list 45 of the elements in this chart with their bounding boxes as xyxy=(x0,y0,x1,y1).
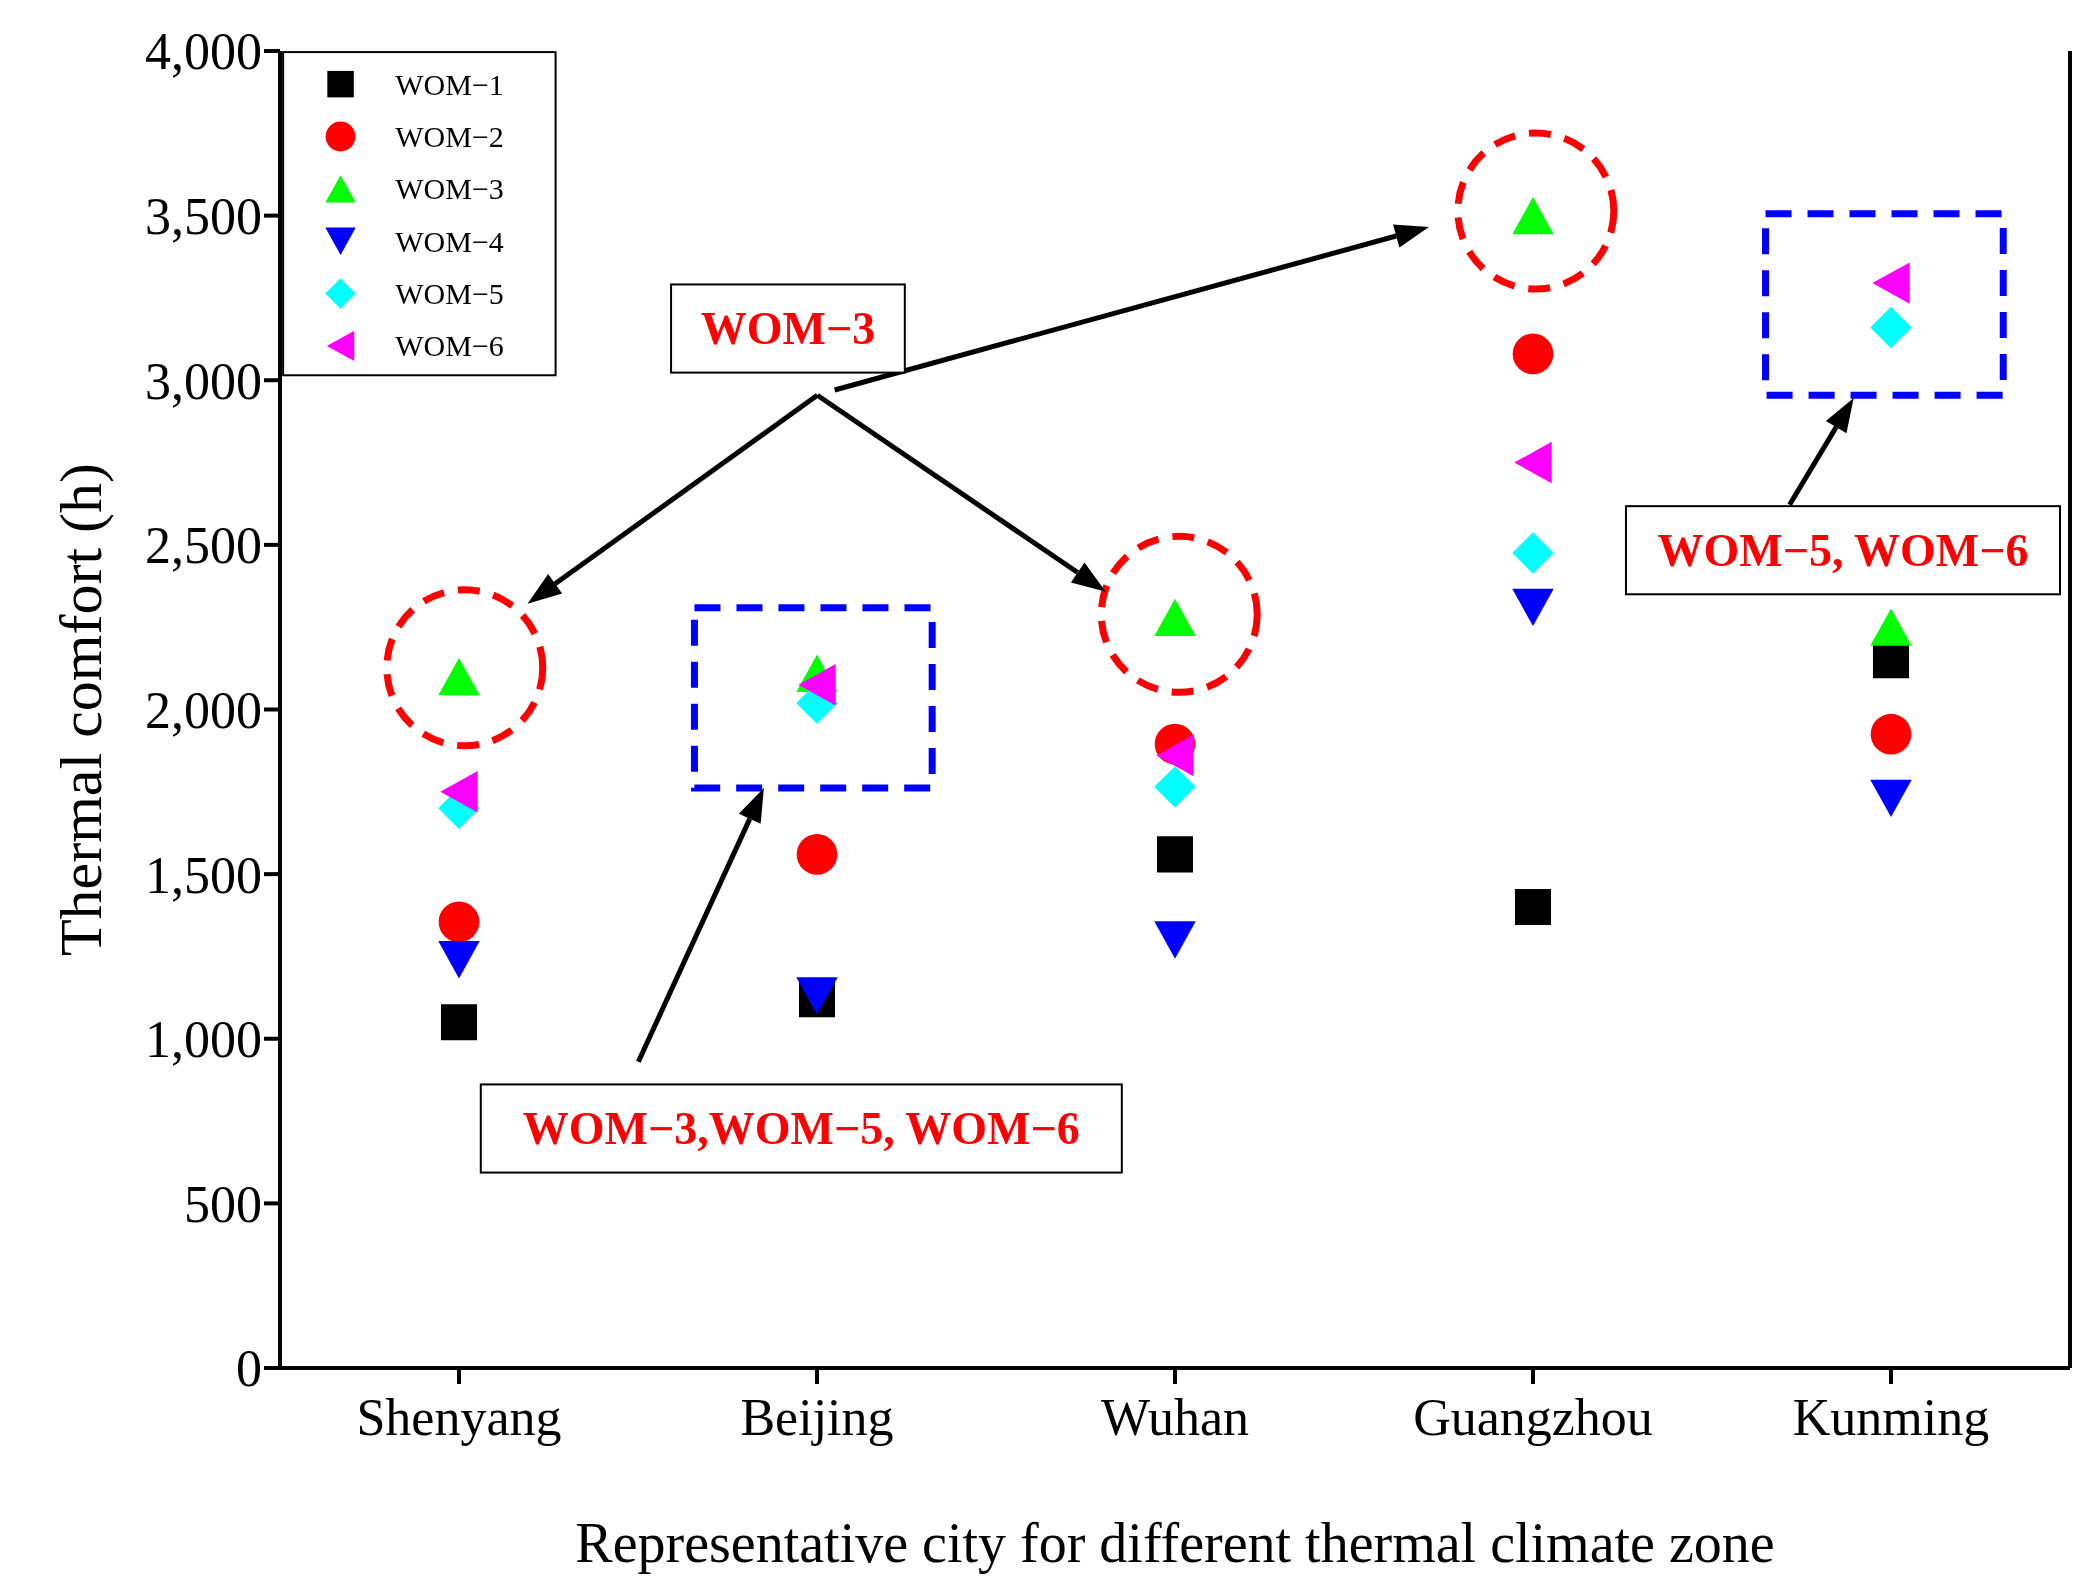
point xyxy=(1156,836,1194,873)
point xyxy=(1870,779,1912,818)
point xyxy=(1512,532,1554,574)
x-axis-title: Representative city for different thermal climate zone xyxy=(575,1512,1775,1574)
x-tick-label: Shenyang xyxy=(356,1388,562,1446)
x-tick-label: Kunming xyxy=(1792,1388,1990,1446)
point xyxy=(1512,333,1554,375)
legend-label: WOM−5 xyxy=(395,277,504,311)
point xyxy=(1870,306,1912,349)
annotation: WOM−3,WOM−5, WOM−6 xyxy=(522,1103,1080,1154)
point xyxy=(440,771,478,813)
y-tick-label: 2,500 xyxy=(145,517,262,575)
x-tick-label: Guangzhou xyxy=(1413,1388,1653,1446)
point xyxy=(438,941,480,979)
x-tick-label: Beijing xyxy=(740,1388,894,1446)
y-tick-label: 3,000 xyxy=(145,352,262,410)
point xyxy=(1870,713,1912,755)
point xyxy=(1514,889,1552,926)
point xyxy=(1514,441,1552,484)
legend-label: WOM−4 xyxy=(395,224,504,258)
point xyxy=(796,834,838,875)
annotation: WOM−5, WOM−6 xyxy=(1657,524,2029,576)
y-tick-label: 2,000 xyxy=(145,681,262,739)
point xyxy=(438,901,480,943)
y-tick-label: 1,500 xyxy=(145,846,262,904)
y-tick-label: 500 xyxy=(184,1175,262,1233)
legend-label: WOM−3 xyxy=(395,172,504,206)
y-tick-label: 4,000 xyxy=(145,23,262,81)
y-axis-title: Thermal comfort (h) xyxy=(48,462,115,957)
point xyxy=(440,1004,478,1041)
point xyxy=(1870,608,1912,646)
legend-label: WOM−1 xyxy=(395,67,504,101)
point xyxy=(1156,734,1194,777)
legend-label: WOM−6 xyxy=(395,329,504,363)
point xyxy=(1872,262,1910,304)
point xyxy=(798,664,836,706)
point xyxy=(1154,921,1196,959)
y-tick-label: 1,000 xyxy=(145,1011,262,1069)
point xyxy=(1154,766,1196,808)
point xyxy=(1512,588,1554,627)
legend-label: WOM−2 xyxy=(395,119,504,153)
y-tick-label: 0 xyxy=(236,1340,262,1398)
y-tick-label: 3,500 xyxy=(145,188,262,246)
annotation: WOM−3 xyxy=(700,303,876,355)
x-tick-label: Wuhan xyxy=(1100,1388,1250,1446)
